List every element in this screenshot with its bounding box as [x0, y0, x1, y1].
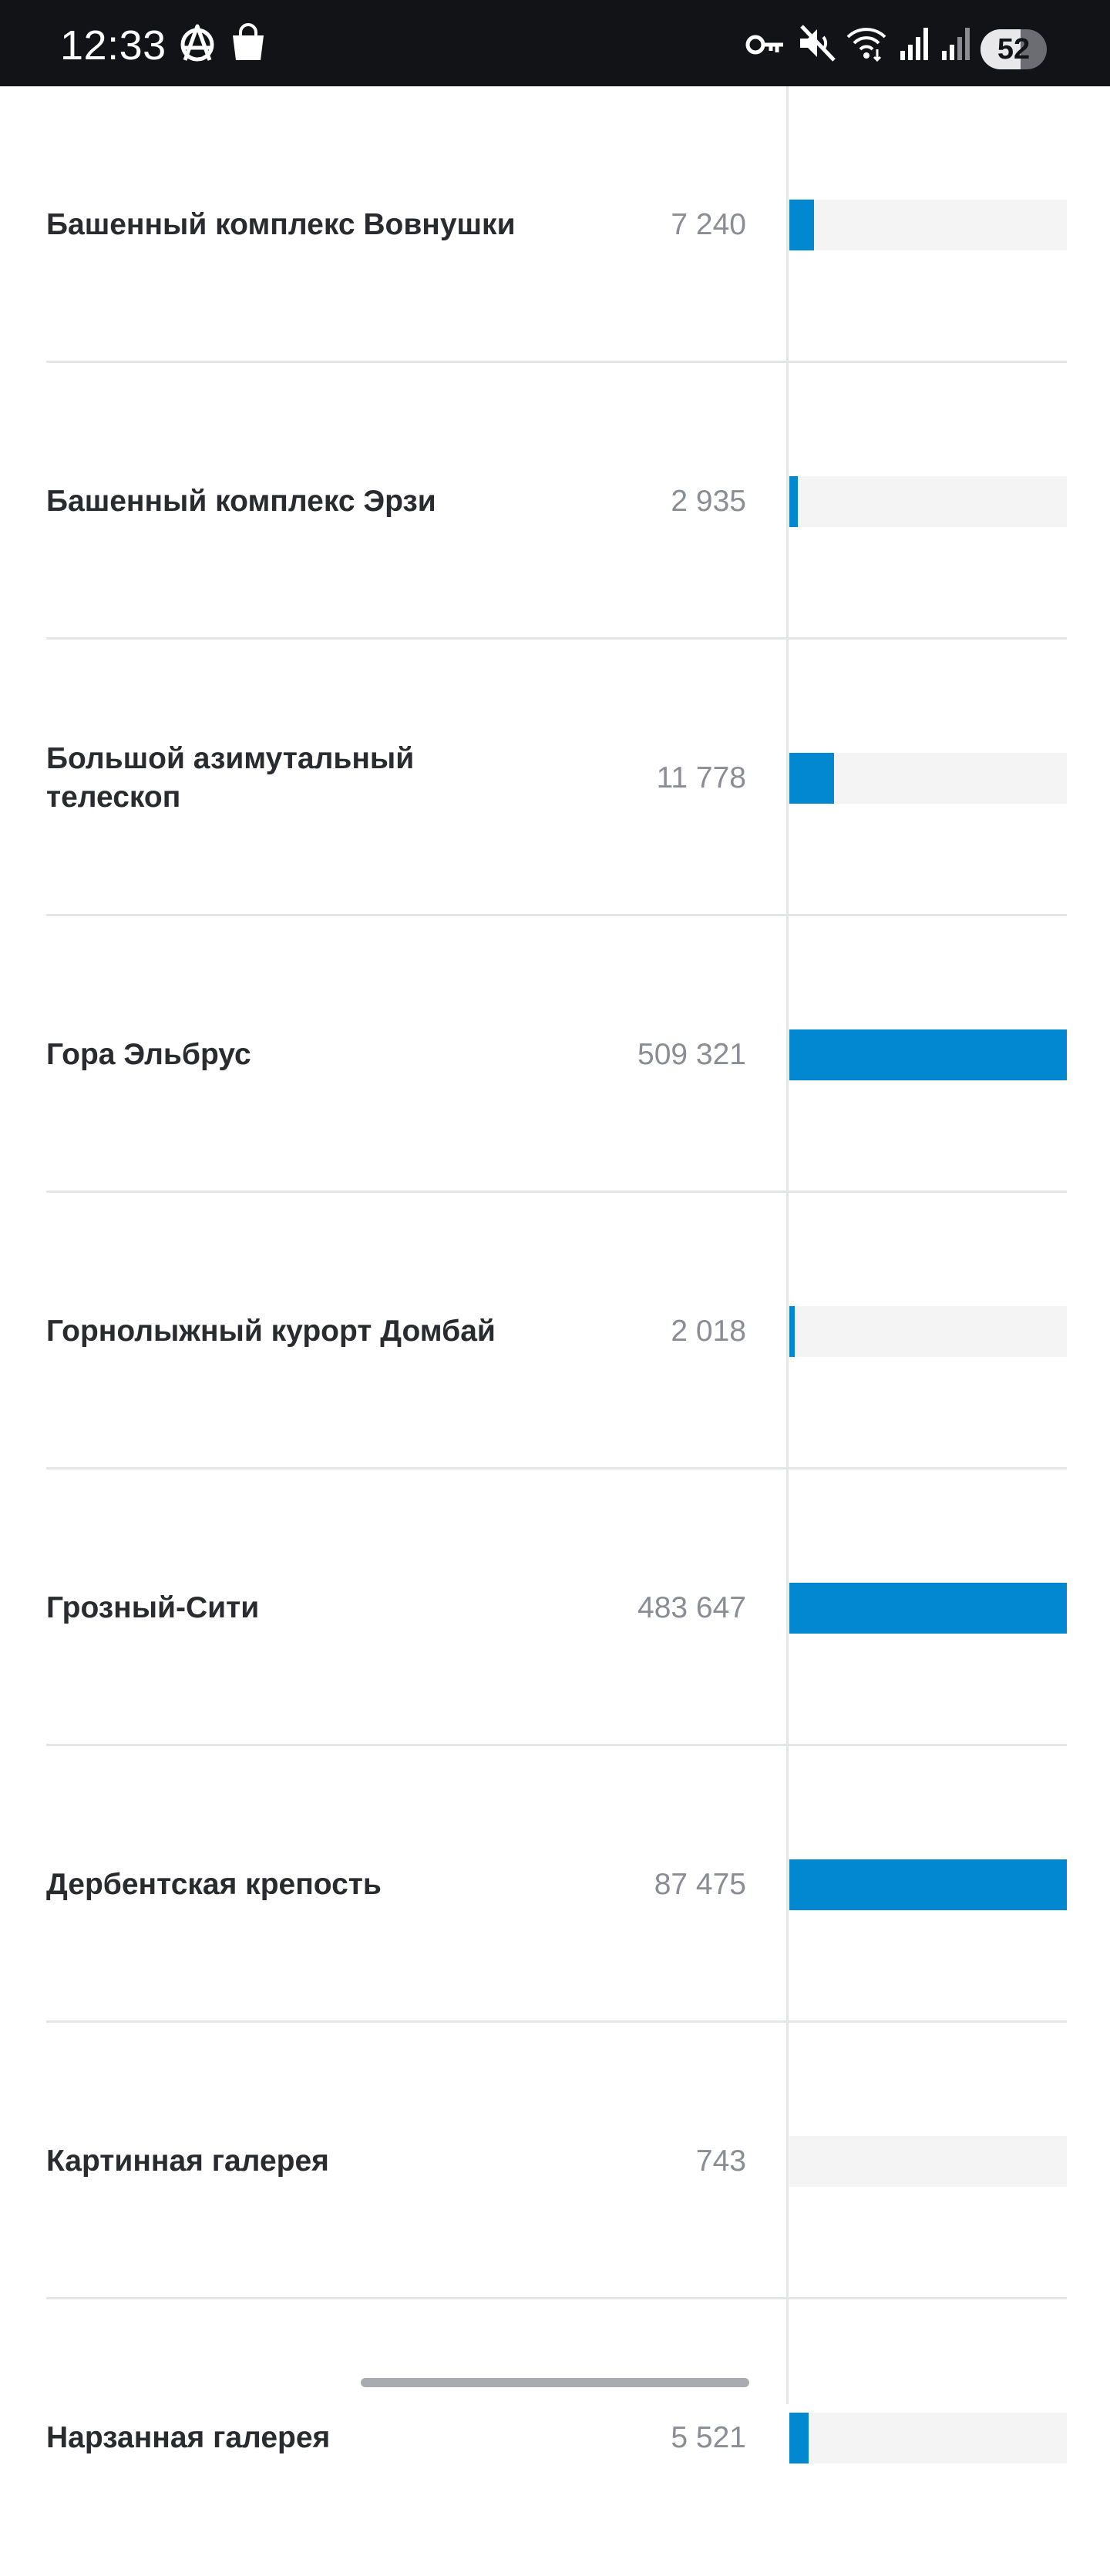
bar-track — [789, 1582, 1067, 1634]
battery-percent: 52 — [997, 32, 1031, 65]
item-value: 743 — [695, 2144, 746, 2178]
item-value: 11 778 — [656, 761, 746, 794]
bar-fill — [789, 1305, 796, 1357]
item-value: 2 935 — [671, 484, 746, 518]
item-value: 2 018 — [671, 1314, 746, 1348]
item-name: Башенный комплекс Вовнушки — [46, 207, 516, 241]
item-name: Большой азимутальный телескоп — [46, 741, 415, 814]
bar-track — [789, 752, 1067, 804]
bar-track — [789, 2412, 1067, 2463]
anarchy-icon — [180, 24, 214, 62]
signal-icon — [900, 28, 928, 60]
list-item[interactable]: Нарзанная галерея 5 521 — [0, 2299, 1110, 2576]
shopping-bag-icon — [233, 23, 264, 60]
item-name: Башенный комплекс Эрзи — [46, 484, 436, 518]
list-item[interactable]: Большой азимутальный телескоп 11 778 — [0, 640, 1110, 916]
list-item[interactable]: Башенный комплекс Вовнушки 7 240 — [0, 86, 1110, 363]
vpn-key-icon — [745, 35, 783, 55]
bar-track — [789, 1305, 1067, 1357]
item-value: 87 475 — [654, 1867, 746, 1901]
item-value: 483 647 — [637, 1590, 746, 1624]
item-value: 509 321 — [637, 1037, 746, 1071]
status-time: 12:33 — [60, 22, 166, 69]
list-item[interactable]: Гора Эльбрус 509 321 — [0, 916, 1110, 1193]
chart-axis-line — [786, 86, 789, 2404]
battery-level-fill — [980, 29, 1021, 69]
bar-track — [789, 199, 1067, 250]
item-name: Горнолыжный курорт Домбай — [46, 1314, 496, 1348]
status-bar: 12:33 52 — [0, 0, 1110, 86]
row-divider — [46, 1467, 1067, 1469]
item-name: Картинная галерея — [46, 2144, 329, 2178]
list-item[interactable]: Дербентская крепость 87 475 — [0, 1746, 1110, 2023]
row-divider — [46, 637, 1067, 640]
bar-fill — [789, 1859, 1067, 1910]
bar-fill — [789, 2412, 809, 2463]
row-divider — [46, 2020, 1067, 2023]
battery-icon: 52 — [980, 29, 1047, 69]
bar-fill — [789, 475, 798, 527]
row-divider — [46, 1744, 1067, 1746]
item-name: Гора Эльбрус — [46, 1037, 251, 1071]
item-value: 7 240 — [671, 207, 746, 241]
list-item[interactable]: Горнолыжный курорт Домбай 2 018 — [0, 1193, 1110, 1469]
wifi-icon — [846, 28, 886, 62]
bar-fill — [789, 199, 815, 250]
list-item[interactable]: Картинная галерея 743 — [0, 2023, 1110, 2299]
item-value: 5 521 — [671, 2420, 746, 2454]
signal-icon-2 — [942, 28, 970, 60]
row-divider — [46, 914, 1067, 916]
list-item[interactable]: Башенный комплекс Эрзи 2 935 — [0, 363, 1110, 640]
item-name: Грозный-Сити — [46, 1590, 260, 1624]
bar-track — [789, 1859, 1067, 1910]
mute-icon — [800, 25, 836, 62]
row-divider — [46, 1191, 1067, 1193]
item-name: Дербентская крепость — [46, 1867, 382, 1901]
gesture-nav-handle[interactable] — [361, 2378, 749, 2387]
bar-fill — [789, 752, 834, 804]
list-item[interactable]: Грозный-Сити 483 647 — [0, 1469, 1110, 1746]
bar-fill — [789, 1582, 1067, 1634]
bar-track — [789, 1029, 1067, 1080]
row-divider — [46, 361, 1067, 363]
attractions-list[interactable]: Башенный комплекс Вовнушки 7 240 Башенны… — [0, 86, 1110, 2463]
bar-track — [789, 2135, 1067, 2187]
row-divider — [46, 2297, 1067, 2299]
bar-track — [789, 475, 1067, 527]
bar-fill — [789, 1029, 1067, 1080]
item-name: Нарзанная галерея — [46, 2420, 331, 2454]
